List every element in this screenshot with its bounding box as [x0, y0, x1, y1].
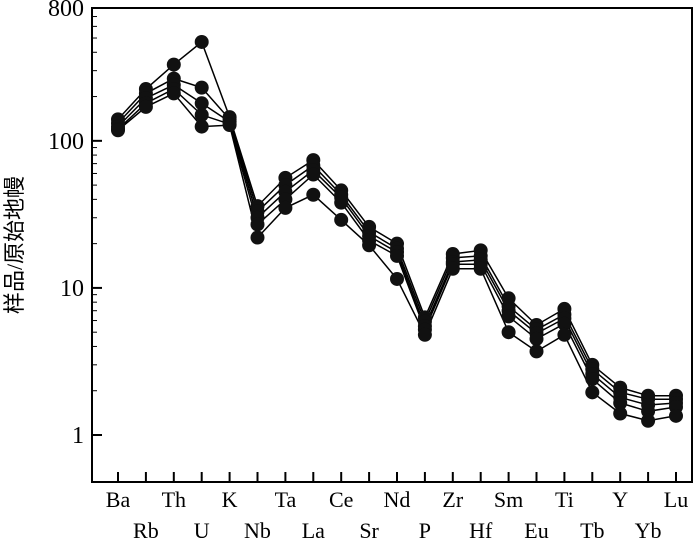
- data-point: [194, 96, 209, 111]
- series-points: [111, 34, 683, 428]
- data-point: [250, 230, 265, 245]
- data-point: [641, 413, 656, 428]
- data-point: [669, 408, 683, 423]
- x-tick-label-u: U: [194, 518, 210, 543]
- plot-frame: [91, 7, 693, 483]
- data-point: [166, 57, 181, 72]
- data-point: [613, 406, 628, 421]
- x-tick-label-tb: Tb: [580, 518, 604, 543]
- series-line-1: [117, 40, 676, 397]
- data-point: [473, 261, 488, 276]
- data-point: [585, 372, 600, 387]
- x-tick-label-zr: Zr: [442, 487, 463, 512]
- data-point: [138, 99, 153, 114]
- x-tick-label-ta: Ta: [275, 487, 297, 512]
- y-tick-label: 1: [72, 423, 84, 449]
- x-tick-label-ti: Ti: [555, 487, 574, 512]
- data-point: [194, 107, 209, 122]
- data-point: [390, 271, 404, 286]
- x-tick-label-lu: Lu: [664, 487, 688, 512]
- data-point: [390, 248, 404, 263]
- y-tick-label: 10: [60, 276, 84, 302]
- data-point: [166, 86, 181, 101]
- data-point: [111, 123, 125, 138]
- data-point: [306, 187, 321, 202]
- y-tick-label: 800: [48, 0, 84, 22]
- data-point: [334, 212, 349, 227]
- x-tick-label-sr: Sr: [359, 518, 379, 543]
- data-point: [194, 80, 209, 95]
- data-point: [362, 238, 377, 253]
- x-tick-label-hf: Hf: [469, 518, 493, 543]
- x-tick-label-th: Th: [162, 487, 186, 512]
- y-axis-title: 样品/原始地幔: [2, 176, 27, 314]
- data-point: [529, 331, 544, 346]
- x-tick-label-k: K: [222, 487, 238, 512]
- data-point: [194, 34, 209, 49]
- data-point: [585, 385, 600, 400]
- data-point: [222, 118, 237, 133]
- data-point: [445, 261, 460, 276]
- x-tick-label-ba: Ba: [106, 487, 131, 512]
- x-tick-label-rb: Rb: [133, 518, 159, 543]
- x-tick-label-sm: Sm: [494, 487, 523, 512]
- x-tick-label-eu: Eu: [524, 518, 548, 543]
- data-point: [278, 200, 293, 215]
- x-tick-label-nb: Nb: [244, 518, 271, 543]
- x-tick-label-y: Y: [612, 487, 628, 512]
- data-point: [529, 344, 544, 359]
- y-axis-ticks: 1 10 100 800: [48, 0, 102, 449]
- x-tick-label-la: La: [302, 518, 325, 543]
- data-point: [501, 309, 516, 324]
- y-tick-label: 100: [48, 129, 84, 155]
- data-point: [613, 396, 628, 411]
- data-point: [501, 325, 516, 340]
- x-tick-label-yb: Yb: [635, 518, 662, 543]
- data-point: [306, 167, 321, 182]
- data-point: [557, 327, 572, 342]
- data-point: [417, 327, 432, 342]
- x-tick-label-p: P: [419, 518, 431, 543]
- data-point: [557, 316, 572, 331]
- x-tick-label-ce: Ce: [329, 487, 353, 512]
- data-point: [250, 217, 265, 232]
- data-point: [194, 119, 209, 134]
- x-tick-label-nd: Nd: [384, 487, 411, 512]
- data-point: [334, 195, 349, 210]
